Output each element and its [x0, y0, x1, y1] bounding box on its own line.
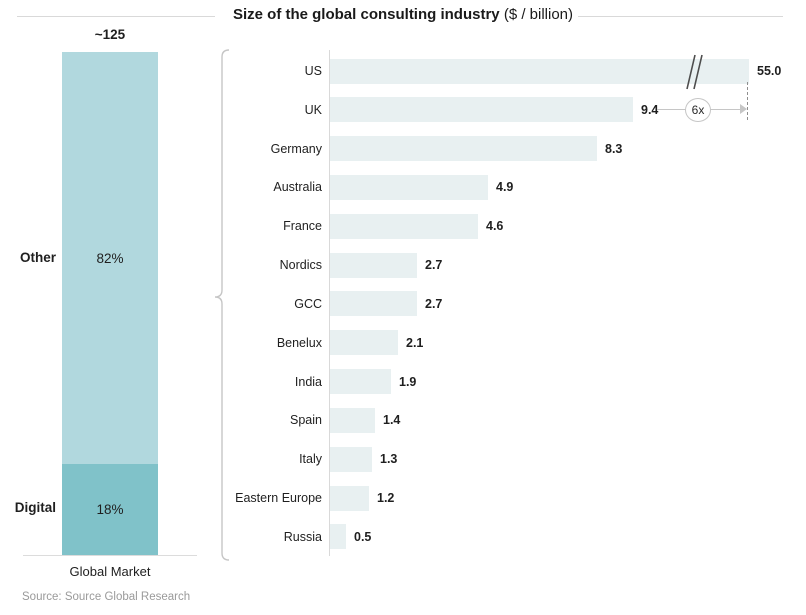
bar-chart-axis [329, 50, 330, 556]
bar-label-gcc: GCC [294, 296, 322, 311]
bar-value-australia: 4.9 [496, 180, 514, 195]
bar-label-italy: Italy [299, 452, 322, 467]
bar-label-spain: Spain [290, 413, 322, 428]
bar-germany [330, 136, 597, 162]
bar-france [330, 213, 478, 239]
bar-value-uk: 9.4 [641, 102, 659, 117]
bar-uk [330, 97, 633, 123]
label-other: Other [19, 250, 56, 265]
bar-italy [330, 446, 372, 472]
page-title-main: Size of the global consulting industry [232, 6, 500, 23]
bar-label-uk: UK [304, 102, 322, 117]
bar-label-australia: Australia [273, 180, 322, 195]
bar-label-eastern-europe: Eastern Europe [235, 491, 322, 506]
bar-eastern-europe [330, 485, 369, 511]
bar-value-india: 1.9 [399, 374, 417, 389]
bar-value-benelux: 2.1 [406, 335, 424, 350]
bar-value-gcc: 2.7 [425, 296, 443, 311]
bar-label-india: India [294, 374, 322, 389]
title-rule-right [578, 16, 783, 17]
segment-other-pct: 82% [96, 250, 124, 266]
bar-label-benelux: Benelux [276, 335, 322, 350]
title-rule-left [17, 16, 215, 17]
bar-label-france: France [283, 219, 322, 234]
bar-benelux [330, 330, 398, 356]
bar-value-spain: 1.4 [383, 413, 401, 428]
page-title: Size of the global consulting industry (… [0, 6, 806, 23]
segment-other: 82% [62, 52, 158, 465]
stacked-column: 82% 18% [62, 52, 158, 555]
multiplier-badge: 6x [685, 98, 711, 122]
bar-label-nordics: Nordics [279, 258, 322, 273]
bar-value-us: 55.0 [757, 64, 782, 78]
bar-value-nordics: 2.7 [425, 258, 443, 273]
stacked-total-label: ~125 [94, 27, 126, 42]
multiplier-arrow-head [740, 104, 747, 114]
bar-us [330, 58, 749, 84]
axis-break-icon [686, 54, 703, 90]
us-projection-dashed-line [747, 82, 748, 120]
page-title-unit: ($ / billion) [499, 6, 574, 23]
stacked-baseline [23, 555, 197, 556]
segment-digital: 18% [62, 464, 158, 555]
bar-value-france: 4.6 [486, 219, 504, 234]
bar-australia [330, 174, 488, 200]
bar-label-germany: Germany [270, 141, 322, 156]
source-note: Source: Source Global Research [22, 591, 191, 603]
bar-label-us: US [304, 64, 322, 78]
bar-nordics [330, 252, 417, 278]
label-digital: Digital [14, 500, 56, 515]
bar-spain [330, 407, 375, 433]
bar-value-germany: 8.3 [605, 141, 623, 156]
brace-icon [214, 49, 230, 561]
bar-india [330, 369, 391, 395]
bar-value-eastern-europe: 1.2 [377, 491, 395, 506]
stacked-category-label: Global Market [69, 564, 151, 579]
segment-digital-pct: 18% [96, 502, 124, 518]
bar-value-russia: 0.5 [354, 529, 372, 544]
bar-label-russia: Russia [283, 529, 322, 544]
bar-gcc [330, 291, 417, 317]
bar-value-italy: 1.3 [380, 452, 398, 467]
bar-russia [330, 524, 346, 550]
